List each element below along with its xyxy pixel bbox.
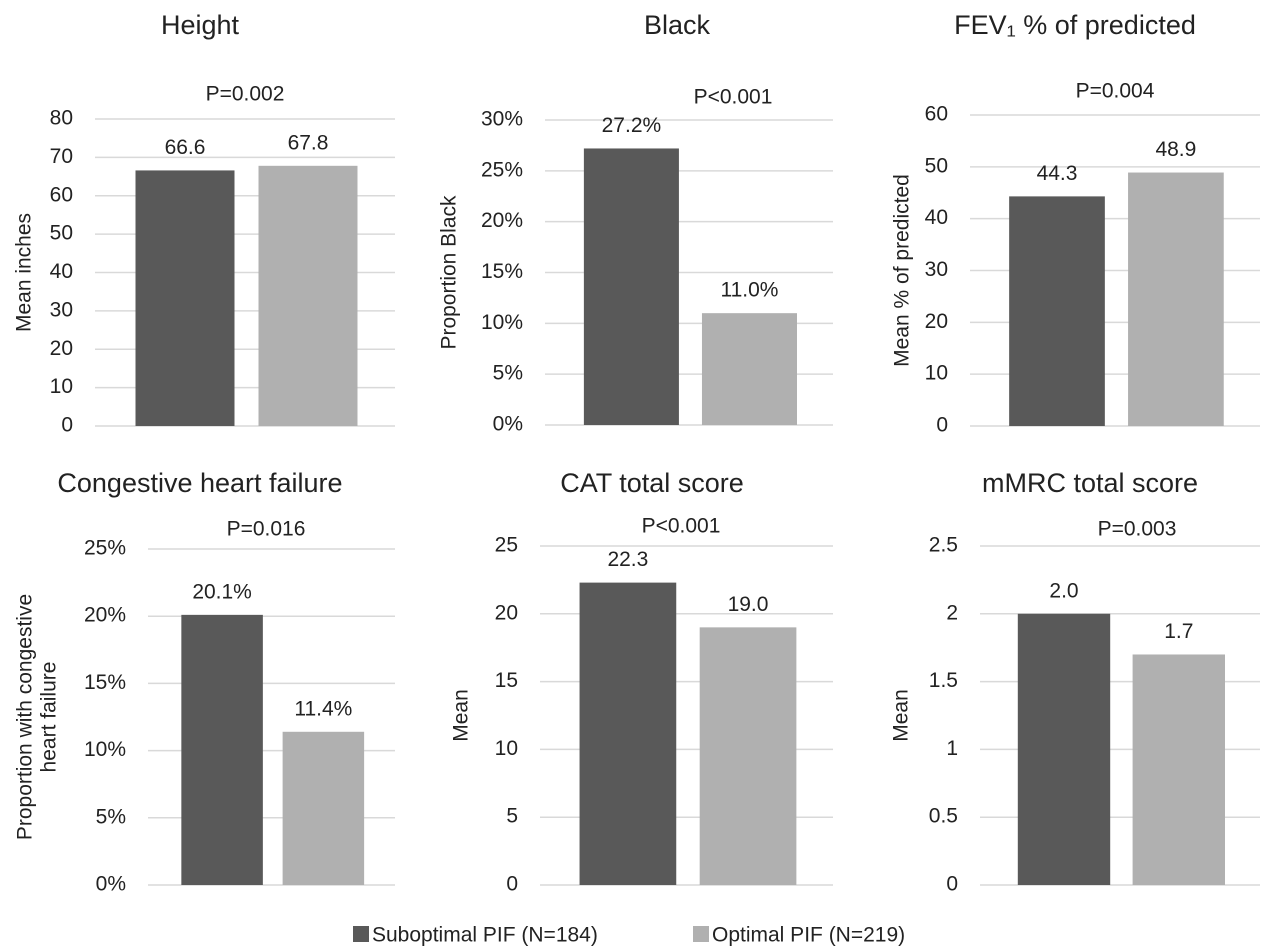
y-axis-label: Mean (890, 689, 913, 742)
chart-title: Congestive heart failure (57, 468, 342, 498)
y-tick-label: 10% (481, 311, 523, 334)
y-tick-label: 2.5 (929, 534, 958, 557)
y-tick-label: 10 (495, 737, 518, 760)
y-tick-label: 20 (50, 337, 73, 360)
value-label: 1.7 (1164, 620, 1193, 643)
y-tick-label: 15 (495, 669, 518, 692)
y-tick-label: 0% (493, 413, 523, 436)
y-tick-label: 1.5 (929, 669, 958, 692)
y-tick-label: 5 (506, 805, 518, 828)
y-tick-label: 80 (50, 107, 73, 130)
p-value: P=0.002 (206, 83, 285, 106)
p-value: P=0.004 (1076, 80, 1155, 103)
y-tick-label: 0% (96, 873, 126, 896)
y-tick-label: 60 (50, 183, 73, 206)
y-tick-label: 15% (481, 260, 523, 283)
bar (579, 582, 677, 885)
legend-label: Suboptimal PIF (N=184) (372, 924, 598, 947)
legend-label: Optimal PIF (N=219) (712, 924, 905, 947)
p-value: P=0.016 (227, 518, 306, 541)
y-tick-label: 0 (946, 873, 958, 896)
y-tick-label: 50 (925, 154, 948, 177)
y-tick-label: 40 (925, 206, 948, 229)
y-tick-label: 1 (946, 737, 958, 760)
chart-title: FEV₁ % of predicted (954, 10, 1196, 40)
chart-title: Height (161, 10, 240, 40)
value-label: 67.8 (288, 131, 329, 154)
value-label: 11.4% (294, 697, 352, 720)
bar (181, 614, 263, 885)
value-label: 66.6 (165, 136, 206, 159)
bar (135, 170, 235, 426)
y-axis-label: Mean inches (13, 213, 36, 332)
y-tick-label: 20 (925, 310, 948, 333)
y-tick-label: 0.5 (929, 805, 958, 828)
p-value: P<0.001 (642, 515, 721, 538)
y-tick-label: 30 (50, 298, 73, 321)
y-tick-label: 5% (493, 362, 523, 385)
y-tick-label: 2 (946, 601, 958, 624)
y-axis-label: heart failure (38, 662, 61, 773)
chart-title: CAT total score (560, 468, 744, 498)
bar (1017, 613, 1111, 885)
value-label: 20.1% (192, 580, 252, 603)
y-axis-label: Mean % of predicted (891, 174, 914, 367)
p-value: P<0.001 (694, 86, 773, 109)
y-tick-label: 0 (61, 414, 73, 437)
value-label: 11.0% (720, 279, 778, 302)
y-tick-label: 30 (925, 258, 948, 281)
y-tick-label: 10 (925, 362, 948, 385)
chart-title: mMRC total score (982, 468, 1198, 498)
y-tick-label: 20 (495, 601, 518, 624)
y-tick-label: 30% (481, 108, 523, 131)
legend-swatch (693, 926, 709, 942)
bar (282, 731, 365, 885)
y-tick-label: 60 (925, 103, 948, 126)
y-tick-label: 20% (84, 604, 126, 627)
y-tick-label: 0 (936, 414, 948, 437)
bar (701, 313, 797, 425)
value-label: 22.3 (607, 548, 648, 571)
y-tick-label: 15% (84, 671, 126, 694)
value-label: 44.3 (1037, 162, 1078, 185)
y-tick-label: 50 (50, 222, 73, 245)
y-tick-label: 5% (96, 805, 126, 828)
bar (699, 627, 797, 885)
y-tick-label: 20% (481, 209, 523, 232)
bar (1132, 654, 1225, 885)
y-tick-label: 40 (50, 260, 73, 283)
y-tick-label: 10 (50, 375, 73, 398)
bar (1009, 196, 1105, 426)
y-axis-label: Proportion Black (438, 195, 461, 350)
y-axis-label: Proportion with congestive (14, 594, 37, 840)
value-label: 19.0 (728, 593, 769, 616)
value-label: 27.2% (602, 114, 662, 137)
chart-title: Black (644, 10, 711, 40)
y-tick-label: 0 (506, 873, 518, 896)
bar (583, 148, 679, 425)
y-tick-label: 25% (481, 158, 523, 181)
p-value: P=0.003 (1098, 518, 1177, 541)
value-label: 48.9 (1155, 138, 1196, 161)
y-tick-label: 70 (50, 145, 73, 168)
legend-swatch (353, 926, 369, 942)
y-axis-label: Mean (450, 689, 473, 742)
value-label: 2.0 (1049, 579, 1078, 602)
y-tick-label: 25% (84, 537, 126, 560)
bar (1128, 172, 1224, 426)
y-tick-label: 10% (84, 738, 126, 761)
bar (258, 165, 358, 426)
y-tick-label: 25 (495, 534, 518, 557)
